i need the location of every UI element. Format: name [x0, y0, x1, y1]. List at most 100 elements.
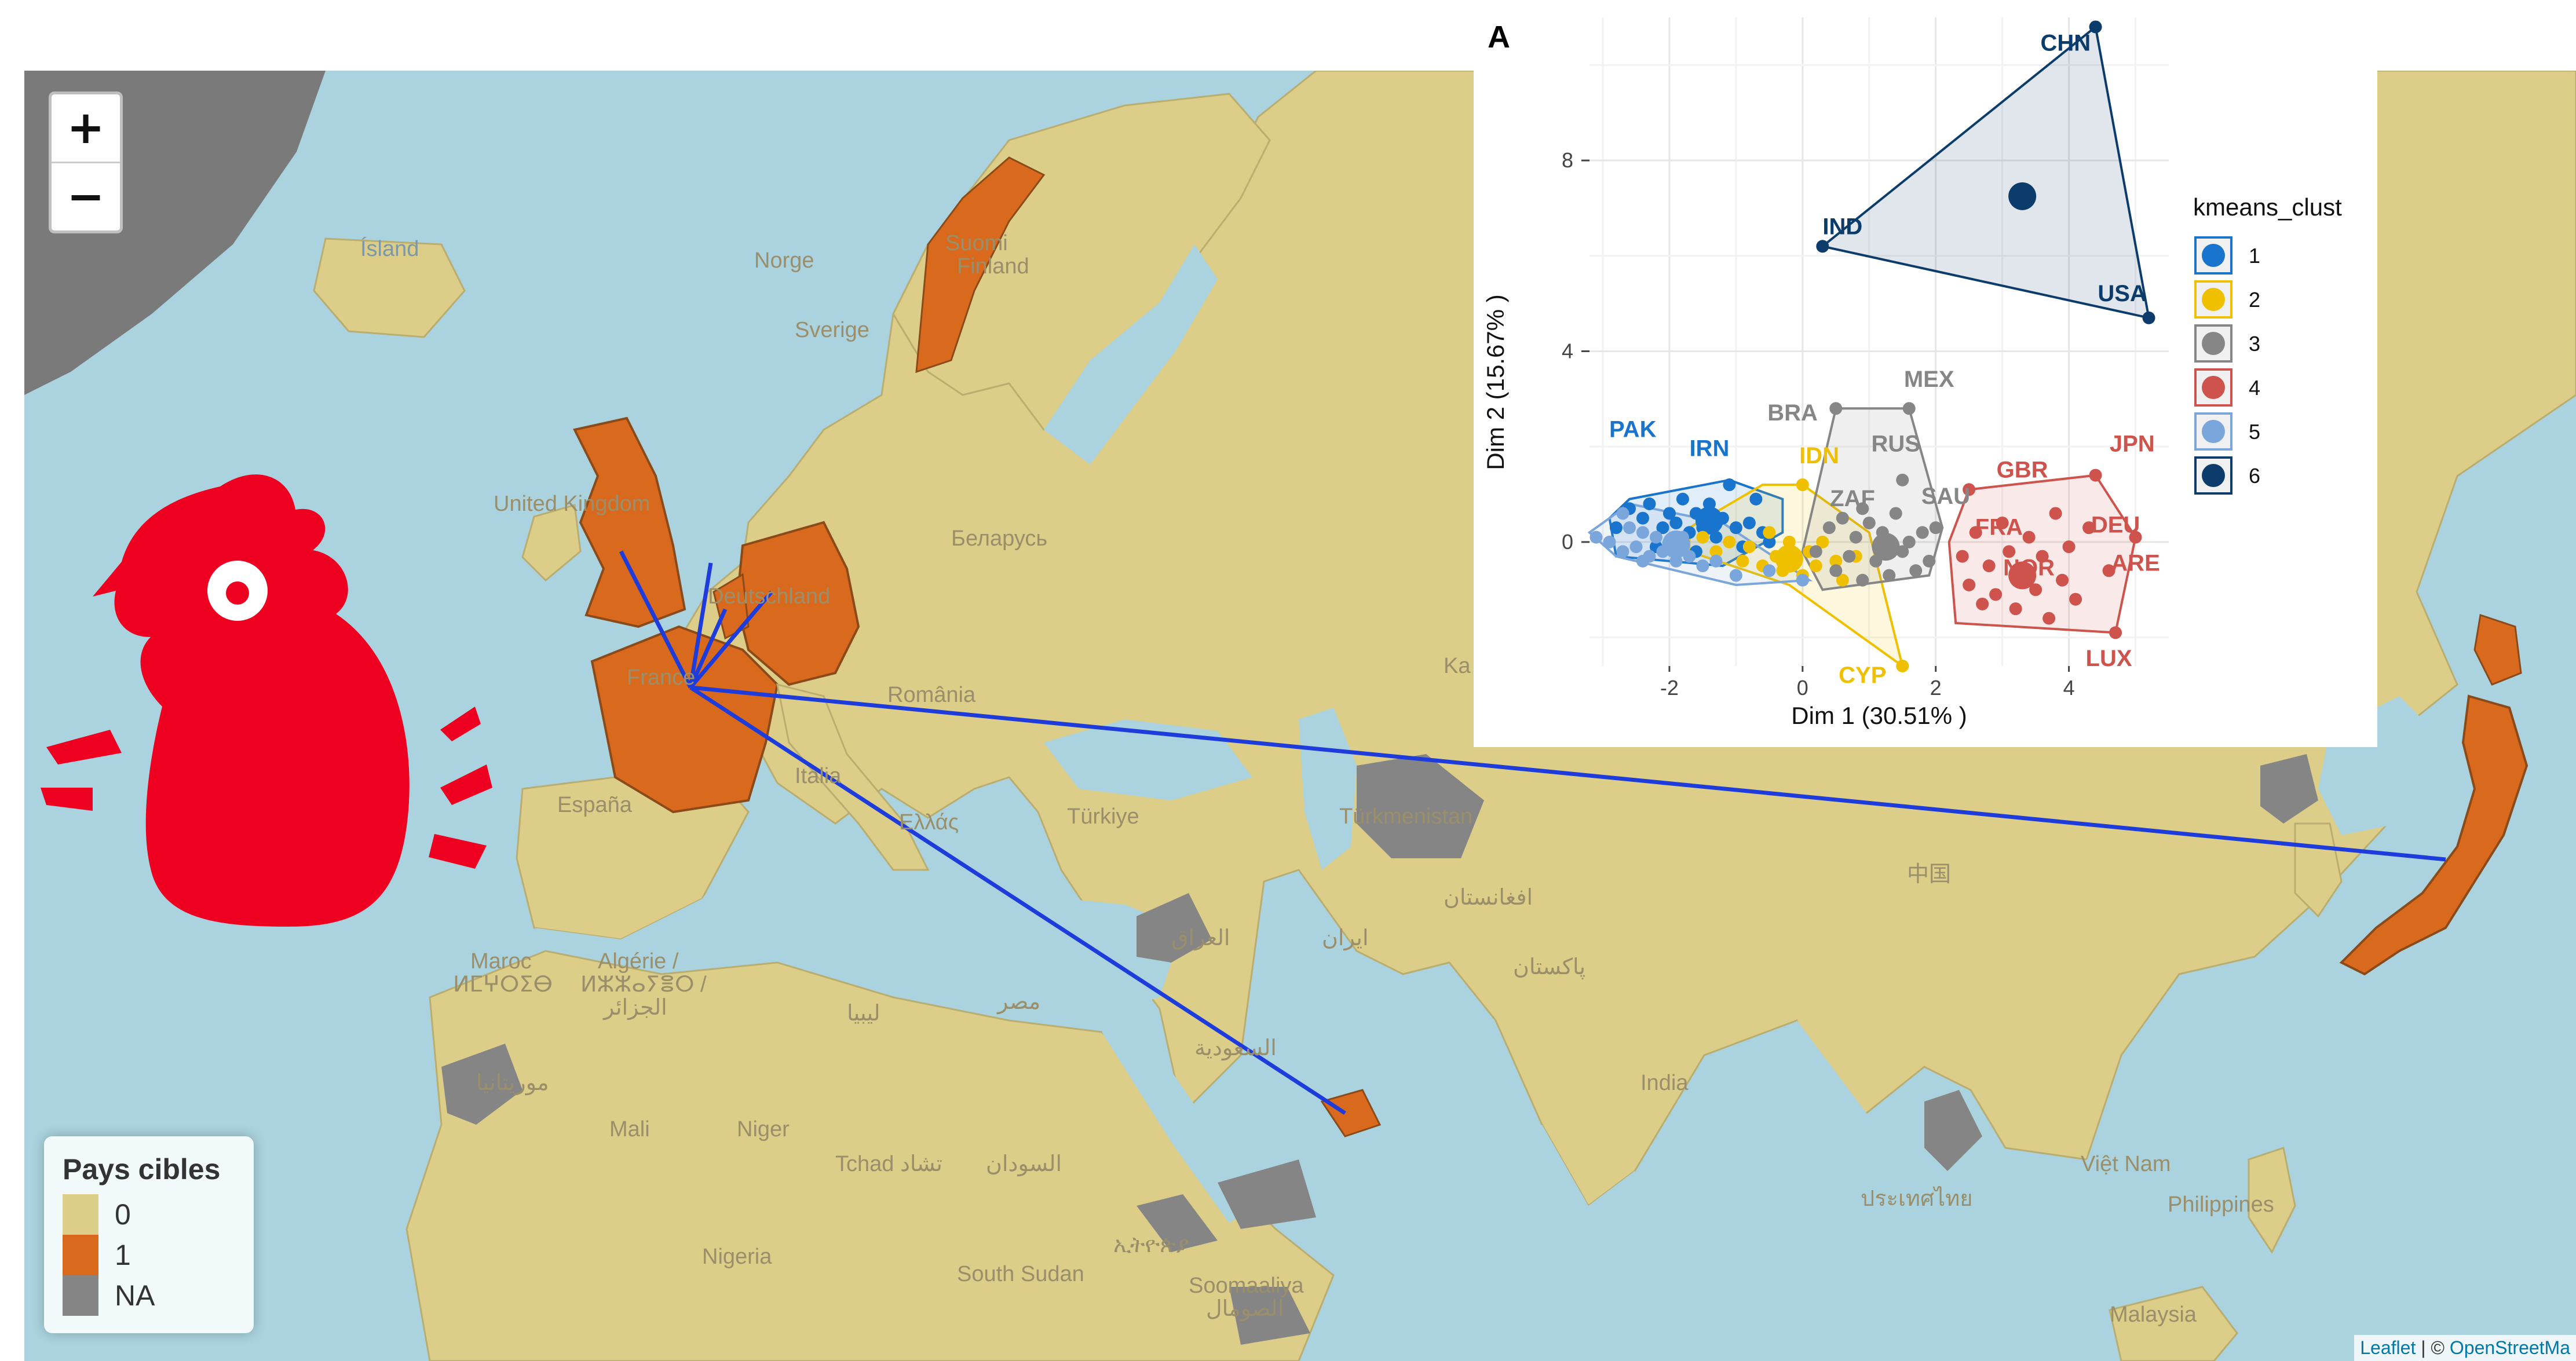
arabian-sea — [1403, 1125, 1704, 1361]
point-cluster-5 — [1709, 554, 1723, 568]
trade-lines — [619, 550, 2446, 1115]
point-cluster-4 — [2062, 540, 2076, 554]
zoom-in-button[interactable]: + — [67, 102, 105, 154]
point-cluster-5 — [1623, 521, 1636, 535]
point-cluster-2 — [1736, 554, 1749, 568]
country-label: GBR — [1997, 458, 2048, 483]
label-malaysia: Malaysia — [2110, 1303, 2197, 1327]
legend-label-2: 2 — [2249, 288, 2260, 312]
point-cluster-3 — [1856, 502, 1869, 515]
legend-title: kmeans_clust — [2193, 193, 2342, 221]
point-cluster-1 — [1636, 511, 1649, 525]
country-label: JPN — [2110, 431, 2155, 456]
country-label: DEU — [2091, 512, 2140, 537]
country-label: IND — [1822, 214, 1862, 240]
panel-label: A — [1488, 20, 1510, 54]
label-deutschland: Deutschland — [708, 584, 830, 609]
point-cluster-3 — [1829, 402, 1843, 415]
point-cluster-3 — [1822, 521, 1836, 535]
line-to-germany — [689, 590, 773, 689]
label-belarus: Беларусь — [951, 526, 1047, 551]
japan-shape — [2339, 694, 2529, 976]
centroid-cluster-2 — [1775, 544, 1803, 573]
label-norge: Norge — [754, 248, 814, 273]
borneo-shape — [2109, 1286, 2238, 1361]
label-iraq: العراق — [1171, 926, 1230, 951]
legend-item: 1 — [63, 1235, 235, 1275]
point-cluster-5 — [1796, 573, 1809, 587]
point-cluster-4 — [1989, 588, 2003, 601]
syria-shape — [1137, 893, 1212, 963]
point-cluster-4 — [2129, 531, 2142, 544]
centroid-cluster-4 — [2008, 561, 2037, 590]
point-cluster-3 — [1909, 564, 1923, 577]
point-cluster-5 — [1616, 507, 1629, 520]
point-cluster-1 — [1662, 507, 1676, 520]
country-label: CHN — [2041, 31, 2091, 56]
grid — [1590, 17, 2169, 666]
point-cluster-2 — [1723, 535, 1736, 548]
label-misr: مصر — [996, 990, 1040, 1015]
point-cluster-4 — [2036, 550, 2049, 563]
label-saudi: السعودية — [1194, 1036, 1277, 1061]
legend-label-na: NA — [115, 1279, 155, 1312]
country-labels: PAK IRN IDN CYP BRA MEX RUS ZAF SAU GBR JPN FRA DEU N… — [1609, 31, 2160, 688]
legend-dot-3 — [2202, 332, 2225, 355]
point-cluster-3 — [1889, 507, 1902, 520]
label-suomi: Suomi — [945, 231, 1008, 255]
point-cluster-1 — [1676, 492, 1689, 506]
label-france: France — [627, 665, 695, 690]
legend-item: NA — [63, 1275, 235, 1316]
legend-dot-4 — [2202, 376, 2225, 399]
centroid-cluster-5 — [1662, 531, 1690, 558]
point-cluster-4 — [1969, 526, 1982, 539]
legend-swatch-na — [63, 1275, 98, 1316]
point-cluster-4 — [2003, 545, 2016, 558]
point-cluster-1 — [1763, 535, 1776, 548]
label-ellas: Ελλάς — [899, 810, 959, 835]
point-cluster-4 — [2089, 469, 2102, 482]
hull-cluster-6 — [1819, 24, 2151, 320]
zoom-out-button[interactable]: − — [52, 162, 120, 231]
ireland-shape — [521, 504, 582, 582]
baltic-sea — [1044, 244, 1218, 464]
point-cluster-5 — [1696, 559, 1709, 573]
centroid-cluster-3 — [1872, 533, 1900, 561]
x-tick-label: 4 — [2063, 676, 2075, 700]
legend-label-1: 1 — [2249, 244, 2260, 268]
country-label: CYP — [1839, 663, 1886, 688]
label-sverige: Sverige — [795, 318, 869, 342]
label-niger: Niger — [737, 1117, 790, 1142]
label-iran: ایران — [1322, 926, 1369, 951]
legend-label-4: 4 — [2249, 376, 2260, 400]
western-sahara-shape — [441, 1044, 522, 1125]
point-cluster-3 — [1916, 526, 1929, 539]
label-thailand: ประเทศไทย — [1861, 1186, 1973, 1211]
line-to-uk — [619, 550, 693, 689]
point-cluster-3 — [1856, 573, 1869, 587]
point-cluster-4 — [2009, 602, 2022, 616]
point-cluster-3 — [1843, 550, 1856, 563]
line-to-luxembourg — [688, 608, 728, 689]
label-finland: Finland — [957, 254, 1029, 279]
hokkaido-shape — [2473, 614, 2522, 686]
label-india: India — [1640, 1071, 1689, 1095]
leaflet-link[interactable]: Leaflet — [2360, 1337, 2416, 1358]
x-tick-label: 2 — [1930, 676, 1942, 700]
point-cluster-2 — [1836, 573, 1849, 587]
hull-cluster-2 — [1688, 484, 1905, 669]
axes: -2 0 2 4 0 4 8 — [1562, 148, 2075, 700]
point-cluster-3 — [1883, 569, 1896, 582]
label-maroc1: Maroc — [470, 949, 532, 974]
yemen-shape — [1218, 1159, 1316, 1229]
point-cluster-5 — [1590, 531, 1603, 544]
line-to-japan — [690, 685, 2446, 862]
point-cluster-4 — [2042, 612, 2056, 625]
label-italia: Italia — [795, 764, 842, 788]
point-cluster-5 — [1729, 569, 1742, 582]
label-south-sudan: South Sudan — [957, 1262, 1084, 1286]
attribution-separator: | © — [2416, 1337, 2450, 1358]
osm-link[interactable]: OpenStreetMa — [2449, 1337, 2570, 1358]
label-pakistan: پاکستان — [1513, 955, 1585, 980]
point-cluster-1 — [1643, 497, 1656, 510]
